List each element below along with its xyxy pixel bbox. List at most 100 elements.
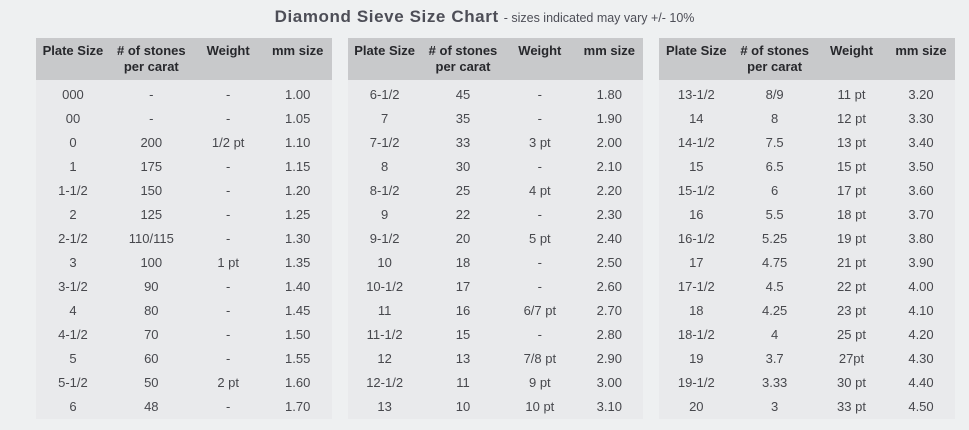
table-row: 2 125-1.25 xyxy=(36,202,332,227)
table-cell: 2.50 xyxy=(575,250,644,275)
sieve-table-left: Plate Size # of stones per carat Weight mm s… xyxy=(36,38,332,419)
table-cell: 15 xyxy=(659,154,734,179)
table-cell: 17 xyxy=(421,274,505,299)
header-row: Plate Size # of stones per carat Weight mm s… xyxy=(659,38,956,80)
table-cell: 15 pt xyxy=(816,154,887,179)
table-cell: 8 xyxy=(733,106,817,131)
table-row: 13-1/2 8/9 11 pt 3.20 xyxy=(659,79,956,107)
table-cell: 3.90 xyxy=(886,250,956,275)
table-cell: 50 xyxy=(109,370,193,395)
table-cell: 33 xyxy=(421,130,505,155)
table-cell: - xyxy=(109,79,193,107)
table-cell: 00 xyxy=(36,106,110,131)
table-cell: - xyxy=(192,322,264,347)
table-cell: 17-1/2 xyxy=(659,274,734,299)
table-cell: 1.80 xyxy=(575,79,644,107)
table-cell: 1.90 xyxy=(575,106,644,131)
column-header: mm size xyxy=(263,38,332,80)
table-row: 8 30-2.10 xyxy=(347,154,644,179)
table-cell: 19-1/2 xyxy=(659,370,734,395)
table-row: 1 175-1.15 xyxy=(36,154,332,179)
table-cell: 1.70 xyxy=(263,394,332,419)
table-cell: 0 xyxy=(36,130,110,155)
table-cell: - xyxy=(192,226,264,251)
table-cell: 10 xyxy=(421,394,505,419)
table-cell: 20 xyxy=(659,394,734,419)
table-cell: 4.20 xyxy=(886,322,956,347)
table-row: 1-1/2 150-1.20 xyxy=(36,178,332,203)
table-cell: 7/8 pt xyxy=(504,346,576,371)
table-cell: 11 xyxy=(421,370,505,395)
column-header: Plate Size xyxy=(347,38,422,80)
table-cell: 6 xyxy=(36,394,110,419)
table-cell: 12-1/2 xyxy=(347,370,422,395)
table-row: 7-1/2 33 3 pt 2.00 xyxy=(347,130,644,155)
column-header: mm size xyxy=(886,38,956,80)
sieve-table-middle: Plate Size # of stones per carat Weight mm s… xyxy=(347,38,644,419)
table-cell: 1/2 pt xyxy=(192,130,264,155)
table-cell: 3.40 xyxy=(886,130,956,155)
table-cell: 14 xyxy=(659,106,734,131)
table-cell: 2.30 xyxy=(575,202,644,227)
table-row: 18 4.25 23 pt 4.10 xyxy=(659,298,956,323)
table-cell: 1.25 xyxy=(263,202,332,227)
table-row: 18-1/2 4 25 pt 4.20 xyxy=(659,322,956,347)
table-cell: - xyxy=(192,79,264,107)
table-cell: 15 xyxy=(421,322,505,347)
table-row: 5 60-1.55 xyxy=(36,346,332,371)
table-cell: - xyxy=(504,106,576,131)
table-cell: - xyxy=(192,106,264,131)
table-cell: 5.5 xyxy=(733,202,817,227)
table-cell: 1.40 xyxy=(263,274,332,299)
table-cell: 3.33 xyxy=(733,370,817,395)
table-cell: 1.45 xyxy=(263,298,332,323)
table-cell: 2.60 xyxy=(575,274,644,299)
table-cell: 17 xyxy=(659,250,734,275)
table-cell: - xyxy=(504,202,576,227)
column-header: Weight xyxy=(192,38,264,80)
table-cell: 33 pt xyxy=(816,394,887,419)
table-row: 6-1/2 45-1.80 xyxy=(347,79,644,107)
table-cell: 3.00 xyxy=(575,370,644,395)
table-cell: 2.70 xyxy=(575,298,644,323)
table-cell: - xyxy=(192,178,264,203)
table-cell: 2-1/2 xyxy=(36,226,110,251)
header-row: Plate Size # of stones per carat Weight mm s… xyxy=(347,38,644,80)
table-cell: 18-1/2 xyxy=(659,322,734,347)
table-cell: 6/7 pt xyxy=(504,298,576,323)
table-cell: - xyxy=(504,322,576,347)
table-cell: 1-1/2 xyxy=(36,178,110,203)
table-cell: - xyxy=(504,250,576,275)
tables-container: Plate Size # of stones per carat Weight mm s… xyxy=(0,38,969,419)
table-cell: 4.10 xyxy=(886,298,956,323)
table-cell: 18 xyxy=(421,250,505,275)
table-cell: 2.40 xyxy=(575,226,644,251)
table-cell: 3.80 xyxy=(886,226,956,251)
table-row: 9 22-2.30 xyxy=(347,202,644,227)
table-row: 9-1/2 20 5 pt 2.40 xyxy=(347,226,644,251)
table-row: 12-1/2 11 9 pt 3.00 xyxy=(347,370,644,395)
table-row: 14 8 12 pt 3.30 xyxy=(659,106,956,131)
table-cell: 3 xyxy=(733,394,817,419)
table-row: 0 200 1/2 pt 1.10 xyxy=(36,130,332,155)
table-cell: 4.30 xyxy=(886,346,956,371)
table-cell: 1 pt xyxy=(192,250,264,275)
column-header: # of stones per carat xyxy=(109,38,193,80)
table-cell: - xyxy=(192,346,264,371)
table-cell: 7.5 xyxy=(733,130,817,155)
table-cell: 3.7 xyxy=(733,346,817,371)
table-cell: - xyxy=(192,394,264,419)
column-header: Plate Size xyxy=(659,38,734,80)
table-cell: 12 pt xyxy=(816,106,887,131)
table-cell: 3.10 xyxy=(575,394,644,419)
table-cell: 6 xyxy=(733,178,817,203)
table-row: 10 18-2.50 xyxy=(347,250,644,275)
table-cell: 14-1/2 xyxy=(659,130,734,155)
table-cell: 30 xyxy=(421,154,505,179)
table-row: 13 10 10 pt 3.10 xyxy=(347,394,644,419)
table-cell: 16 xyxy=(659,202,734,227)
table-cell: 10-1/2 xyxy=(347,274,422,299)
table-cell: 2 xyxy=(36,202,110,227)
table-row: 12 13 7/8 pt 2.90 xyxy=(347,346,644,371)
table-cell: 18 pt xyxy=(816,202,887,227)
